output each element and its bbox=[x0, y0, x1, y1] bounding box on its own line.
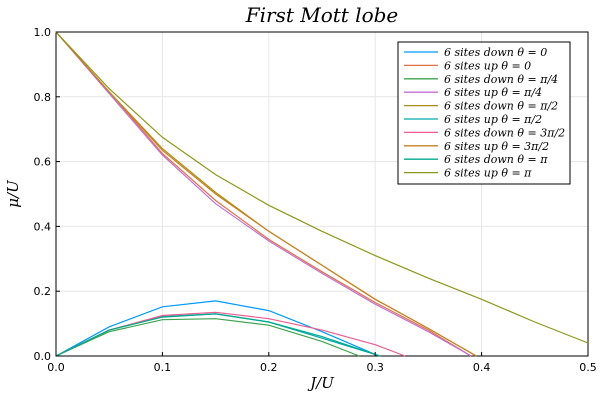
y-tick-label: 0.4 bbox=[34, 220, 52, 233]
series-line bbox=[55, 300, 376, 357]
legend-entry: 6 sites down θ = π/2 bbox=[444, 100, 558, 113]
x-tick-label: 0.3 bbox=[366, 361, 384, 374]
series-line bbox=[55, 313, 381, 357]
series-lines bbox=[55, 31, 589, 357]
plot-frame bbox=[55, 31, 589, 357]
legend-entry: 6 sites up θ = π bbox=[444, 167, 532, 180]
y-tick-label: 0.2 bbox=[34, 285, 52, 298]
series-line bbox=[55, 318, 360, 357]
y-tick-label: 0.0 bbox=[34, 350, 52, 363]
chart-title: First Mott lobe bbox=[245, 3, 399, 27]
x-axis-label: J/U bbox=[307, 374, 335, 392]
series-line bbox=[55, 31, 472, 357]
series-line bbox=[55, 31, 589, 344]
x-tick-label: 0.1 bbox=[154, 361, 172, 374]
tick-labels: 0.0 0.1 0.2 0.3 0.4 0.5 0.0 0.2 0.4 0.6 0.8 1.0 bbox=[34, 26, 597, 374]
legend-entry: 6 sites down θ = π/4 bbox=[444, 73, 558, 86]
y-tick-label: 0.6 bbox=[34, 156, 52, 169]
legend-entry: 6 sites up θ = π/2 bbox=[444, 113, 542, 126]
x-tick-label: 0.2 bbox=[260, 361, 278, 374]
legend-entry: 6 sites down θ = 3π/2 bbox=[444, 126, 565, 139]
legend-entry: 6 sites up θ = 3π/2 bbox=[444, 140, 549, 153]
y-tick-label: 0.8 bbox=[34, 91, 52, 104]
x-tick-label: 0.4 bbox=[473, 361, 491, 374]
x-tick-label: 0.0 bbox=[47, 361, 65, 374]
x-tick-label: 0.5 bbox=[579, 361, 597, 374]
y-tick-label: 1.0 bbox=[34, 26, 52, 39]
legend-entry: 6 sites down θ = 0 bbox=[444, 46, 547, 59]
legend-entry: 6 sites down θ = π bbox=[444, 153, 548, 166]
legend: 6 sites down θ = 06 sites up θ = 06 site… bbox=[397, 41, 571, 185]
legend-entry: 6 sites up θ = π/4 bbox=[444, 86, 542, 99]
y-axis-label: μ/U bbox=[4, 179, 22, 208]
series-line bbox=[55, 311, 406, 357]
series-line bbox=[55, 31, 477, 357]
legend-entry: 6 sites up θ = 0 bbox=[444, 59, 531, 72]
series-line bbox=[55, 31, 472, 357]
series-line bbox=[55, 313, 376, 357]
